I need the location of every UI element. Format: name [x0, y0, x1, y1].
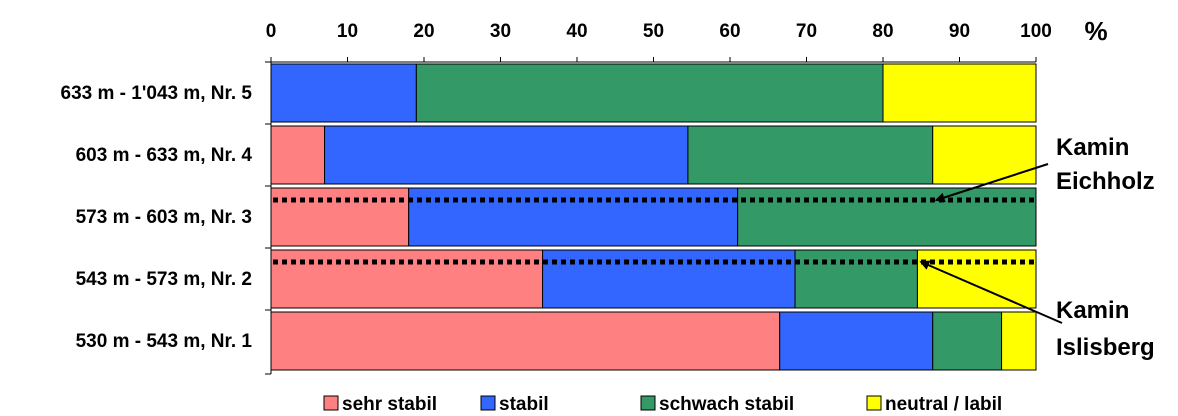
- annotation-label-line2: Eichholz: [1056, 168, 1155, 195]
- bar-segment-stabil: [270, 63, 417, 123]
- bar-segment-stabil: [324, 125, 689, 185]
- category-label: 543 m - 573 m, Nr. 2: [76, 269, 252, 290]
- legend-swatch: [640, 395, 656, 411]
- annotations: Kamin Eichholz Kamin Islisberg: [919, 134, 1155, 361]
- legend: sehr stabil stabil schwach stabil neutral /…: [323, 394, 1002, 415]
- bar-segment-sehr-stabil: [270, 125, 326, 185]
- x-tick-label: 80: [872, 21, 893, 42]
- annotation-arrow: [919, 260, 1063, 324]
- bar-segment-schwach-stabil: [687, 125, 934, 185]
- bar-segment-sehr-stabil: [270, 249, 544, 309]
- bar-segment-stabil: [779, 311, 934, 371]
- bar-segment-stabil: [408, 187, 739, 247]
- bar-segment-stabil: [542, 249, 796, 309]
- x-tick-label: 100: [1020, 21, 1052, 42]
- legend-label: schwach stabil: [659, 394, 794, 415]
- bar-segment-neutral-labil: [882, 63, 1037, 123]
- legend-label: stabil: [499, 394, 549, 415]
- legend-label: neutral / labil: [885, 394, 1002, 415]
- bar-segment-schwach-stabil: [415, 63, 884, 123]
- annotation-arrow: [934, 163, 1049, 203]
- legend-label: sehr stabil: [342, 394, 437, 415]
- bar-area: [270, 63, 1037, 371]
- legend-item: sehr stabil: [323, 394, 437, 415]
- bar-segment-sehr-stabil: [270, 187, 410, 247]
- annotation-label-line2: Islisberg: [1056, 334, 1155, 361]
- legend-swatch: [480, 395, 496, 411]
- bar-segment-sehr-stabil: [270, 311, 781, 371]
- legend-item: neutral / labil: [866, 394, 1002, 415]
- y-axis: 633 m - 1'043 m, Nr. 5 603 m - 633 m, Nr.…: [61, 61, 272, 375]
- x-tick-label: 40: [566, 21, 587, 42]
- legend-swatch: [323, 395, 339, 411]
- category-label: 633 m - 1'043 m, Nr. 5: [61, 83, 253, 104]
- annotation-label-line1: Kamin: [1056, 297, 1129, 324]
- bar-segment-schwach-stabil: [794, 249, 918, 309]
- annotation-label-line1: Kamin: [1056, 134, 1129, 161]
- x-tick-label: 50: [643, 21, 664, 42]
- category-label: 573 m - 603 m, Nr. 3: [76, 207, 252, 228]
- x-tick-label: 70: [796, 21, 817, 42]
- legend-item: schwach stabil: [640, 394, 794, 415]
- bar-segment-schwach-stabil: [932, 311, 1003, 371]
- bar-segment-neutral-labil: [916, 249, 1037, 309]
- x-tick-label: 30: [490, 21, 511, 42]
- x-axis-unit: %: [1084, 16, 1107, 46]
- x-axis: 0 10 20 30 40 50 60 70 80 90 100%: [266, 16, 1108, 63]
- legend-swatch: [866, 395, 882, 411]
- bar-segment-schwach-stabil: [737, 187, 1037, 247]
- x-tick-label: 90: [949, 21, 970, 42]
- legend-item: stabil: [480, 394, 549, 415]
- chimney-height-lines: [273, 197, 1036, 265]
- category-label: 603 m - 633 m, Nr. 4: [76, 145, 253, 166]
- x-tick-label: 10: [337, 21, 358, 42]
- bar-segment-neutral-labil: [1001, 311, 1037, 371]
- x-tick-label: 20: [413, 21, 434, 42]
- category-label: 530 m - 543 m, Nr. 1: [76, 331, 253, 352]
- x-tick-label: 60: [719, 21, 740, 42]
- x-tick-label: 0: [266, 21, 277, 42]
- bar-segment-neutral-labil: [932, 125, 1037, 185]
